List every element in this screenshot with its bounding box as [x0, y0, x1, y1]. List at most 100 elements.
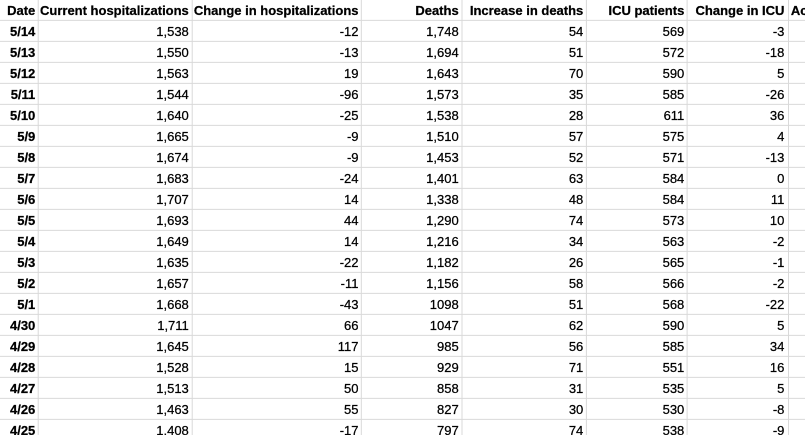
svg-text:54: 54 [569, 24, 583, 39]
svg-text:5/8: 5/8 [17, 150, 35, 165]
svg-text:-3: -3 [773, 24, 785, 39]
svg-text:1,544: 1,544 [156, 87, 189, 102]
svg-text:1,657: 1,657 [156, 276, 189, 291]
svg-text:-24: -24 [340, 171, 359, 186]
svg-text:-12: -12 [340, 24, 359, 39]
svg-text:-18: -18 [766, 45, 785, 60]
svg-text:-22: -22 [766, 297, 785, 312]
svg-text:572: 572 [663, 45, 685, 60]
svg-text:-43: -43 [340, 297, 359, 312]
svg-text:585: 585 [663, 339, 685, 354]
svg-text:Increase in deaths: Increase in deaths [470, 3, 583, 18]
svg-text:5/11: 5/11 [11, 87, 36, 102]
svg-text:-2: -2 [773, 234, 785, 249]
svg-text:4/28: 4/28 [10, 360, 35, 375]
svg-text:71: 71 [569, 360, 583, 375]
svg-text:1,563: 1,563 [156, 66, 189, 81]
svg-text:5/14: 5/14 [10, 24, 36, 39]
svg-text:-22: -22 [340, 255, 359, 270]
svg-text:1,635: 1,635 [156, 255, 189, 270]
svg-text:1,711: 1,711 [157, 318, 189, 333]
svg-text:15: 15 [344, 360, 358, 375]
svg-text:5/4: 5/4 [17, 234, 36, 249]
svg-text:-13: -13 [340, 45, 359, 60]
svg-text:-17: -17 [340, 423, 359, 435]
svg-text:4/30: 4/30 [10, 318, 35, 333]
svg-text:585: 585 [663, 87, 685, 102]
svg-text:-9: -9 [347, 150, 359, 165]
svg-text:1098: 1098 [430, 297, 459, 312]
svg-text:50: 50 [344, 381, 358, 396]
svg-text:590: 590 [663, 318, 685, 333]
svg-text:1,694: 1,694 [426, 45, 459, 60]
svg-text:1,748: 1,748 [426, 24, 459, 39]
svg-text:34: 34 [569, 234, 583, 249]
svg-text:0: 0 [777, 171, 784, 186]
svg-text:36: 36 [770, 108, 784, 123]
svg-text:Current hospitalizations: Current hospitalizations [40, 3, 189, 18]
svg-text:1,510: 1,510 [426, 129, 459, 144]
svg-text:55: 55 [344, 402, 358, 417]
svg-text:1,674: 1,674 [156, 150, 189, 165]
svg-text:568: 568 [663, 297, 685, 312]
svg-text:-1: -1 [773, 255, 785, 270]
svg-text:584: 584 [663, 171, 685, 186]
svg-text:74: 74 [569, 423, 583, 435]
svg-text:538: 538 [663, 423, 685, 435]
svg-text:4/25: 4/25 [10, 423, 35, 435]
svg-text:ICU patients: ICU patients [608, 3, 684, 18]
svg-text:-26: -26 [766, 87, 785, 102]
svg-text:5: 5 [777, 66, 784, 81]
svg-text:5/3: 5/3 [17, 255, 35, 270]
svg-text:563: 563 [663, 234, 685, 249]
svg-text:1,707: 1,707 [156, 192, 189, 207]
svg-text:1,408: 1,408 [156, 423, 189, 435]
svg-text:1,640: 1,640 [156, 108, 189, 123]
svg-text:1,573: 1,573 [426, 87, 459, 102]
svg-text:-9: -9 [347, 129, 359, 144]
svg-text:5/6: 5/6 [17, 192, 35, 207]
svg-text:11: 11 [771, 192, 785, 207]
svg-text:-8: -8 [773, 402, 785, 417]
svg-text:31: 31 [569, 381, 583, 396]
svg-text:117: 117 [338, 339, 359, 354]
svg-text:1,550: 1,550 [156, 45, 189, 60]
svg-text:929: 929 [437, 360, 459, 375]
svg-text:19: 19 [344, 66, 358, 81]
svg-text:4: 4 [777, 129, 784, 144]
svg-text:10: 10 [770, 213, 784, 228]
svg-text:1,668: 1,668 [156, 297, 189, 312]
svg-text:58: 58 [569, 276, 583, 291]
svg-text:1,528: 1,528 [156, 360, 189, 375]
svg-text:1,182: 1,182 [426, 255, 459, 270]
svg-text:1,453: 1,453 [426, 150, 459, 165]
svg-text:611: 611 [664, 108, 685, 123]
svg-text:1,513: 1,513 [156, 381, 189, 396]
svg-text:62: 62 [569, 318, 583, 333]
svg-text:14: 14 [344, 234, 358, 249]
svg-text:1,693: 1,693 [156, 213, 189, 228]
svg-text:5/12: 5/12 [10, 66, 35, 81]
svg-text:57: 57 [569, 129, 583, 144]
svg-text:70: 70 [569, 66, 583, 81]
svg-text:1,338: 1,338 [426, 192, 459, 207]
svg-text:551: 551 [663, 360, 685, 375]
svg-text:858: 858 [437, 381, 459, 396]
svg-text:Date: Date [7, 3, 35, 18]
svg-text:5/10: 5/10 [10, 108, 35, 123]
svg-text:48: 48 [569, 192, 583, 207]
svg-text:-9: -9 [773, 423, 785, 435]
svg-text:-11: -11 [341, 276, 359, 291]
svg-text:5/7: 5/7 [17, 171, 35, 186]
svg-text:51: 51 [569, 297, 583, 312]
svg-text:35: 35 [569, 87, 583, 102]
svg-text:34: 34 [770, 339, 784, 354]
svg-text:1,645: 1,645 [156, 339, 189, 354]
svg-text:1,463: 1,463 [156, 402, 189, 417]
svg-text:51: 51 [569, 45, 583, 60]
svg-text:4/26: 4/26 [10, 402, 35, 417]
svg-text:63: 63 [569, 171, 583, 186]
svg-text:-96: -96 [340, 87, 359, 102]
svg-text:4/27: 4/27 [10, 381, 35, 396]
svg-text:4/29: 4/29 [10, 339, 35, 354]
